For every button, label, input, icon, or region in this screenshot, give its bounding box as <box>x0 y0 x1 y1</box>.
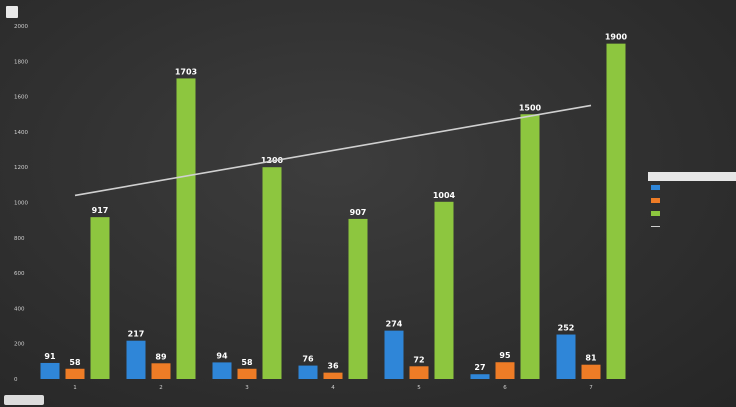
legend-item-series-2 <box>648 194 736 207</box>
data-label: 91 <box>44 352 56 361</box>
bar <box>90 217 110 379</box>
data-label: 1703 <box>175 67 197 76</box>
data-label: 76 <box>302 355 314 364</box>
x-tick-label: 2 <box>159 385 163 391</box>
x-tick-label: 1 <box>73 385 77 391</box>
y-tick-label: 1400 <box>14 130 28 136</box>
data-label: 58 <box>69 358 81 367</box>
x-tick-label: 5 <box>417 385 421 391</box>
y-tick-label: 1800 <box>14 59 28 65</box>
legend <box>648 172 736 233</box>
y-tick-label: 1600 <box>14 95 28 101</box>
legend-item-series-3 <box>648 207 736 220</box>
data-label: 1500 <box>519 103 542 112</box>
legend-swatch-2 <box>651 198 660 203</box>
data-labels: 9158917217891703945812007636907274721004… <box>44 33 627 373</box>
bar <box>434 201 454 379</box>
bar <box>151 363 171 379</box>
data-label: 252 <box>558 324 575 333</box>
legend-swatch-1 <box>651 185 660 190</box>
data-label: 89 <box>155 352 167 361</box>
x-tick-label: 6 <box>503 385 507 391</box>
legend-trendline-swatch <box>651 225 660 228</box>
data-label: 81 <box>585 354 597 363</box>
bar <box>581 364 601 379</box>
corner-button[interactable] <box>4 395 44 405</box>
data-label: 27 <box>474 363 485 372</box>
bar <box>298 365 318 379</box>
bar <box>40 362 60 379</box>
y-tick-label: 800 <box>14 236 25 242</box>
bar <box>237 368 257 379</box>
bar <box>176 78 196 379</box>
y-tick-label: 0 <box>14 377 18 383</box>
bar <box>470 374 490 379</box>
data-label: 1900 <box>605 33 628 42</box>
x-tick-label: 3 <box>245 385 249 391</box>
bar <box>262 167 282 379</box>
y-tick-label: 1200 <box>14 165 28 171</box>
bar-group <box>40 43 626 380</box>
bar <box>323 372 343 379</box>
y-tick-label: 400 <box>14 306 25 312</box>
data-label: 917 <box>92 206 109 215</box>
bar <box>495 362 515 379</box>
bar <box>606 43 626 380</box>
data-label: 274 <box>386 320 403 329</box>
bar <box>348 218 368 379</box>
data-label: 94 <box>216 351 228 360</box>
y-tick-label: 600 <box>14 271 25 277</box>
bar <box>556 334 576 379</box>
x-axis-ticks: 1 2 3 4 5 6 7 <box>73 385 593 391</box>
y-tick-label: 1000 <box>14 201 28 207</box>
data-label: 907 <box>350 208 367 217</box>
legend-item-series-1 <box>648 181 736 194</box>
data-label: 1004 <box>433 191 456 200</box>
y-tick-label: 2000 <box>14 24 28 30</box>
x-tick-label: 4 <box>331 385 335 391</box>
data-label: 95 <box>499 351 511 360</box>
data-label: 217 <box>128 330 145 339</box>
bar <box>409 366 429 379</box>
bar <box>65 368 85 379</box>
bar <box>126 340 146 379</box>
trendline <box>74 104 592 197</box>
x-tick-label: 7 <box>589 385 593 391</box>
data-label: 36 <box>327 362 339 371</box>
legend-header <box>648 172 736 181</box>
data-label: 58 <box>241 358 253 367</box>
y-axis: 0 200 400 600 800 1000 1200 1400 1600 1800 2000 <box>14 24 28 383</box>
bar <box>384 330 404 379</box>
legend-swatch-3 <box>651 211 660 216</box>
legend-item-trendline <box>648 220 736 233</box>
bar <box>520 114 540 379</box>
data-label: 72 <box>413 355 424 364</box>
bar <box>212 362 232 379</box>
y-tick-label: 200 <box>14 342 25 348</box>
chart-title-tab[interactable] <box>6 6 18 18</box>
